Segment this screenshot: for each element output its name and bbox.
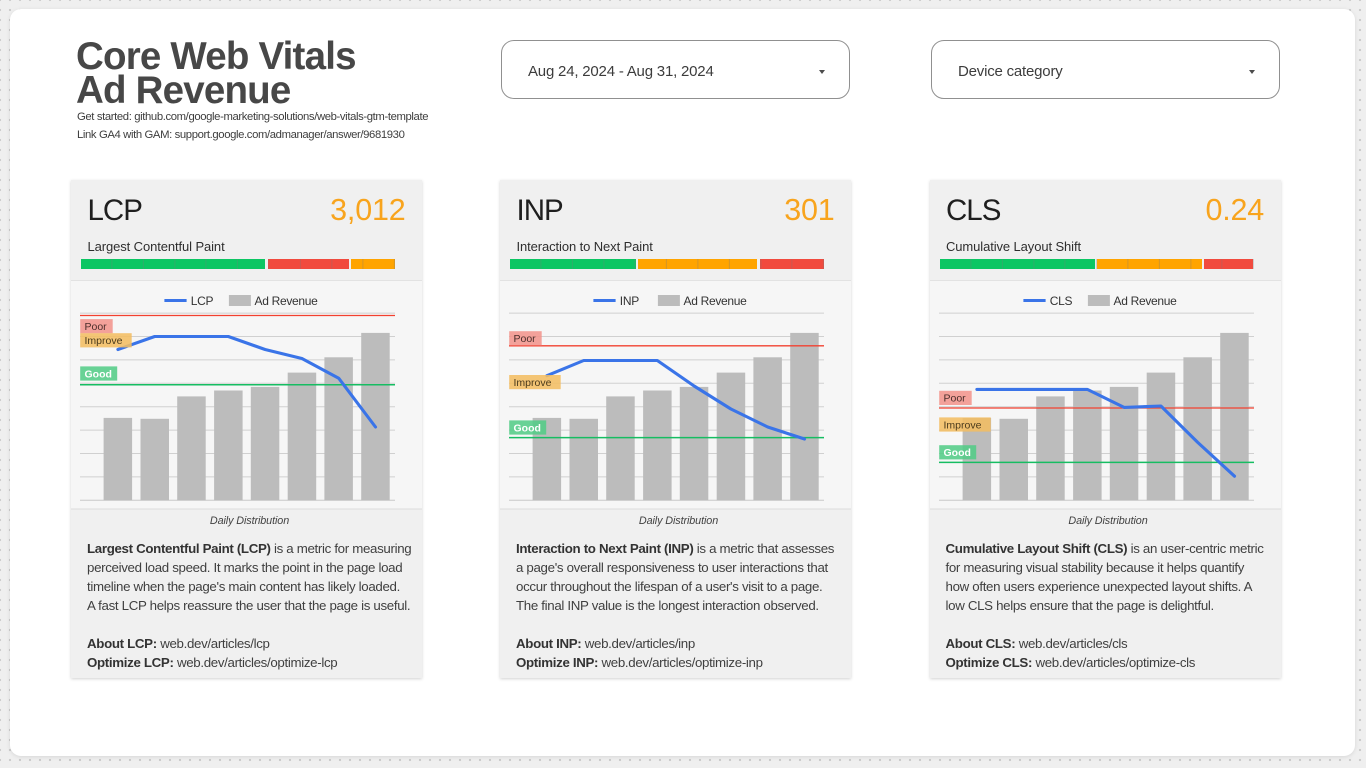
- svg-text:INP: INP: [620, 294, 639, 308]
- svg-text:Improve: Improve: [943, 419, 981, 431]
- svg-text:Ad Revenue: Ad Revenue: [255, 294, 319, 308]
- svg-text:Ad Revenue: Ad Revenue: [1113, 294, 1177, 308]
- svg-text:Poor: Poor: [514, 333, 537, 345]
- svg-text:LCP: LCP: [191, 294, 214, 308]
- svg-text:Ad Revenue: Ad Revenue: [684, 294, 748, 308]
- svg-text:Good: Good: [514, 422, 541, 434]
- svg-text:Good: Good: [85, 368, 112, 380]
- svg-text:Improve: Improve: [85, 335, 123, 347]
- svg-text:Poor: Poor: [85, 321, 108, 333]
- svg-text:Improve: Improve: [514, 376, 552, 388]
- svg-text:CLS: CLS: [1049, 294, 1072, 308]
- svg-text:Poor: Poor: [943, 392, 966, 404]
- svg-text:Good: Good: [943, 447, 970, 459]
